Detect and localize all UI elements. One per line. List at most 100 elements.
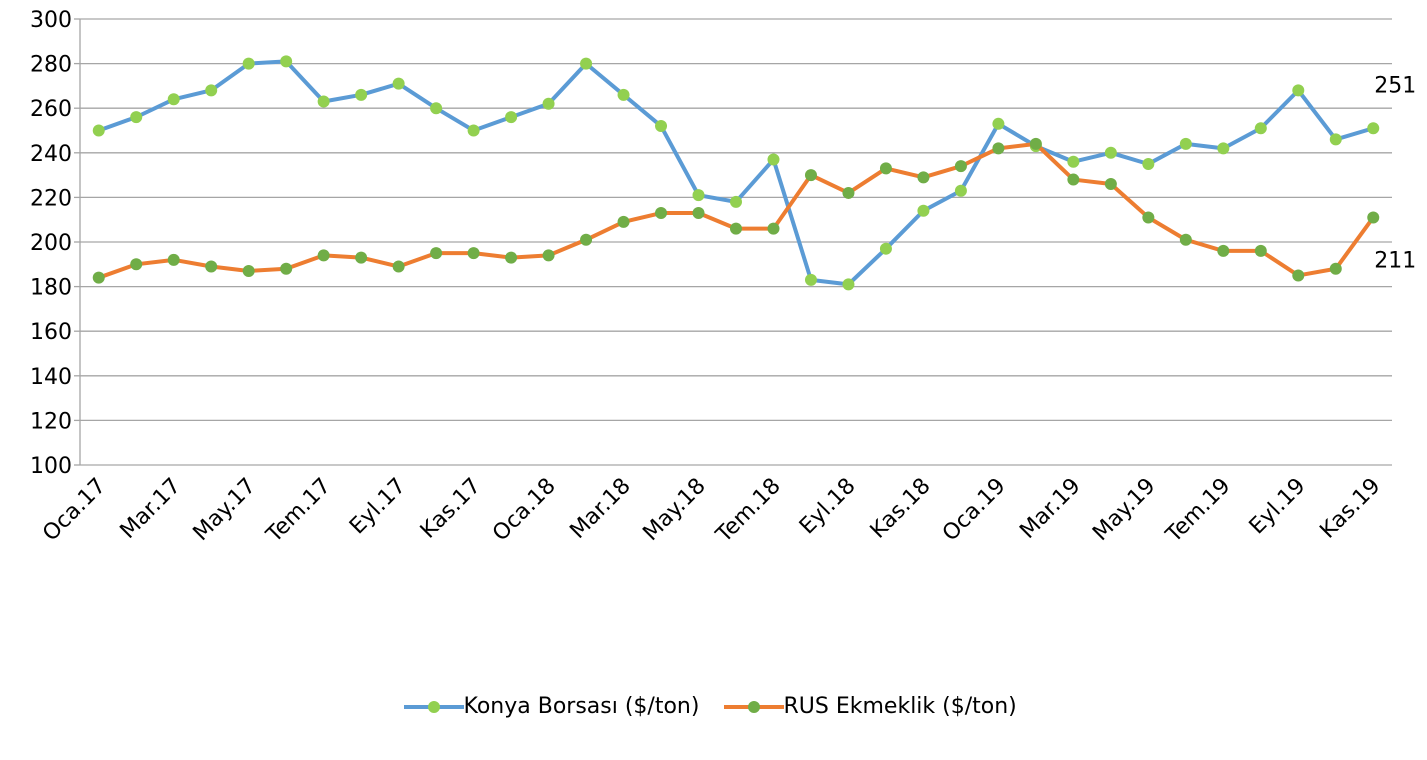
- y-tick-label: 240: [30, 142, 72, 167]
- x-tick-label: Tem.17: [261, 474, 336, 549]
- y-tick-label: 280: [30, 53, 72, 78]
- y-tick-label: 200: [30, 231, 72, 256]
- marker: [317, 249, 330, 262]
- series-line: [98, 59, 1374, 287]
- marker: [804, 273, 817, 286]
- marker: [167, 253, 180, 266]
- y-tick-label: 180: [30, 276, 72, 301]
- x-tick-label: Eyl.18: [795, 474, 861, 540]
- marker: [842, 186, 855, 199]
- marker: [167, 93, 180, 106]
- marker: [692, 207, 705, 220]
- legend-icon: [723, 701, 784, 713]
- marker: [992, 117, 1005, 130]
- marker: [355, 88, 368, 101]
- x-tick-label: Oca.17: [38, 474, 111, 547]
- marker: [430, 102, 443, 115]
- x-tick-label: Oca.19: [938, 474, 1011, 547]
- marker: [917, 171, 930, 184]
- legend-item: Konya Borsası ($/ton): [403, 692, 704, 722]
- marker: [954, 160, 967, 173]
- x-tick-label: Mar.19: [1015, 474, 1085, 544]
- x-tick-label: Mar.17: [116, 474, 186, 544]
- marker: [767, 153, 780, 166]
- y-tick-label: 300: [30, 8, 72, 33]
- x-tick-label: Kas.17: [416, 474, 486, 544]
- marker: [242, 264, 255, 277]
- y-tick-label: 260: [30, 97, 72, 122]
- marker: [617, 88, 630, 101]
- marker: [1104, 178, 1117, 191]
- marker: [467, 124, 480, 137]
- x-tick-label: Kas.18: [866, 474, 936, 544]
- marker: [730, 222, 742, 235]
- x-tick-label: Kas.19: [1316, 474, 1386, 544]
- marker: [954, 184, 967, 197]
- marker: [1067, 173, 1080, 186]
- legend-label: Konya Borsası ($/ton): [463, 694, 700, 719]
- marker: [92, 271, 105, 284]
- x-tick-label: Tem.18: [711, 474, 786, 549]
- data-label: 251: [1374, 73, 1416, 98]
- marker: [1142, 211, 1155, 224]
- marker: [1292, 269, 1305, 282]
- marker: [1329, 262, 1342, 275]
- marker: [1179, 233, 1192, 246]
- x-tick-label: Eyl.17: [345, 474, 411, 540]
- marker: [242, 57, 255, 70]
- marker: [430, 247, 443, 260]
- marker: [730, 195, 742, 208]
- data-label: 211: [1374, 248, 1416, 273]
- marker: [505, 251, 518, 264]
- marker: [205, 84, 218, 97]
- marker: [1029, 137, 1042, 150]
- marker: [467, 247, 480, 260]
- marker: [355, 251, 368, 264]
- marker: [1104, 146, 1117, 159]
- legend-icon: [403, 701, 464, 713]
- legend: Konya Borsası ($/ton) RUS Ekmeklik ($/ton…: [0, 692, 1427, 722]
- marker: [992, 142, 1005, 155]
- marker: [130, 111, 143, 124]
- y-tick-label: 160: [30, 320, 72, 345]
- marker: [1217, 244, 1230, 257]
- marker: [1067, 155, 1080, 168]
- marker: [1367, 211, 1380, 224]
- marker: [580, 57, 593, 70]
- x-tick-label: May.18: [638, 474, 710, 546]
- x-tick-label: Tem.19: [1161, 474, 1236, 549]
- legend-marker: [747, 701, 760, 713]
- marker: [917, 204, 930, 217]
- marker: [505, 111, 518, 124]
- y-tick-label: 120: [30, 409, 72, 434]
- marker: [617, 215, 630, 228]
- marker: [130, 258, 143, 271]
- marker: [1254, 122, 1267, 135]
- legend-label: RUS Ekmeklik ($/ton): [783, 694, 1017, 719]
- marker: [205, 260, 218, 273]
- y-tick-label: 220: [30, 186, 72, 211]
- marker: [1179, 137, 1192, 150]
- marker: [392, 77, 405, 90]
- legend-marker: [427, 701, 440, 713]
- marker: [542, 249, 555, 262]
- marker: [1367, 122, 1380, 135]
- marker: [317, 95, 330, 108]
- y-tick-label: 140: [30, 365, 72, 390]
- marker: [842, 278, 855, 291]
- marker: [1329, 133, 1342, 146]
- marker: [1142, 157, 1155, 170]
- marker: [92, 124, 105, 137]
- legend-item: RUS Ekmeklik ($/ton): [723, 692, 1024, 722]
- marker: [655, 120, 668, 133]
- marker: [280, 55, 293, 68]
- marker: [692, 189, 705, 202]
- x-tick-label: May.17: [189, 474, 261, 546]
- marker: [804, 169, 817, 182]
- x-tick-label: Oca.18: [488, 474, 561, 547]
- marker: [1217, 142, 1230, 155]
- series-line: [98, 141, 1375, 280]
- marker: [1292, 84, 1305, 97]
